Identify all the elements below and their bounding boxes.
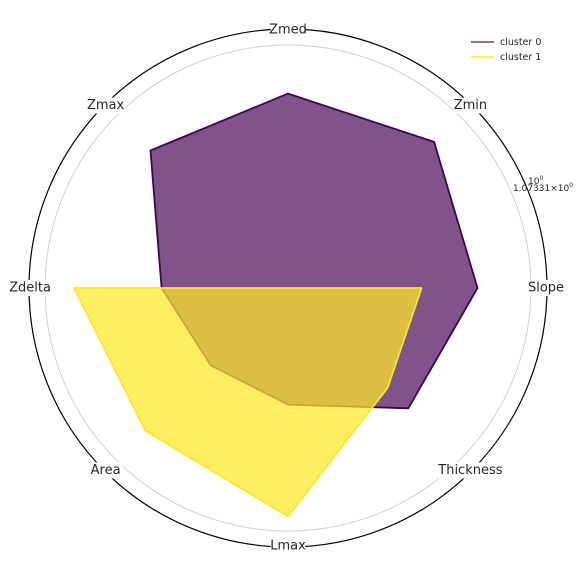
axis-label-background bbox=[88, 462, 123, 479]
legend-label-cluster-0: cluster 0 bbox=[500, 37, 541, 48]
series-polygon-cluster-1 bbox=[73, 287, 423, 518]
axis-label-background bbox=[5, 280, 55, 296]
axis-label-background bbox=[270, 22, 306, 38]
axis-label-zdelta: Zdelta bbox=[9, 281, 51, 296]
axis-label-slope: Slope bbox=[528, 281, 564, 296]
axis-label-background bbox=[88, 97, 123, 114]
legend-label-cluster-1: cluster 1 bbox=[500, 52, 541, 63]
axis-label-zmax: Zmax bbox=[87, 98, 125, 113]
axis-labels: Zmed Zmin Slope Thickness Lmax Area Zdelta Zmax bbox=[5, 22, 567, 554]
r-tick-label-max: 1.07331×100 bbox=[513, 182, 573, 194]
legend: cluster 0 cluster 1 bbox=[471, 37, 541, 63]
axis-label-area: Area bbox=[91, 463, 121, 478]
series-layer bbox=[73, 92, 479, 518]
axis-label-background bbox=[434, 462, 507, 479]
axis-label-background bbox=[525, 280, 567, 296]
axis-label-zmed: Zmed bbox=[269, 23, 307, 38]
axis-label-background bbox=[453, 97, 488, 114]
axis-label-lmax: Lmax bbox=[270, 539, 306, 554]
axis-label-zmin: Zmin bbox=[454, 98, 487, 113]
axis-label-thickness: Thickness bbox=[437, 463, 502, 478]
axis-label-background bbox=[270, 538, 306, 554]
